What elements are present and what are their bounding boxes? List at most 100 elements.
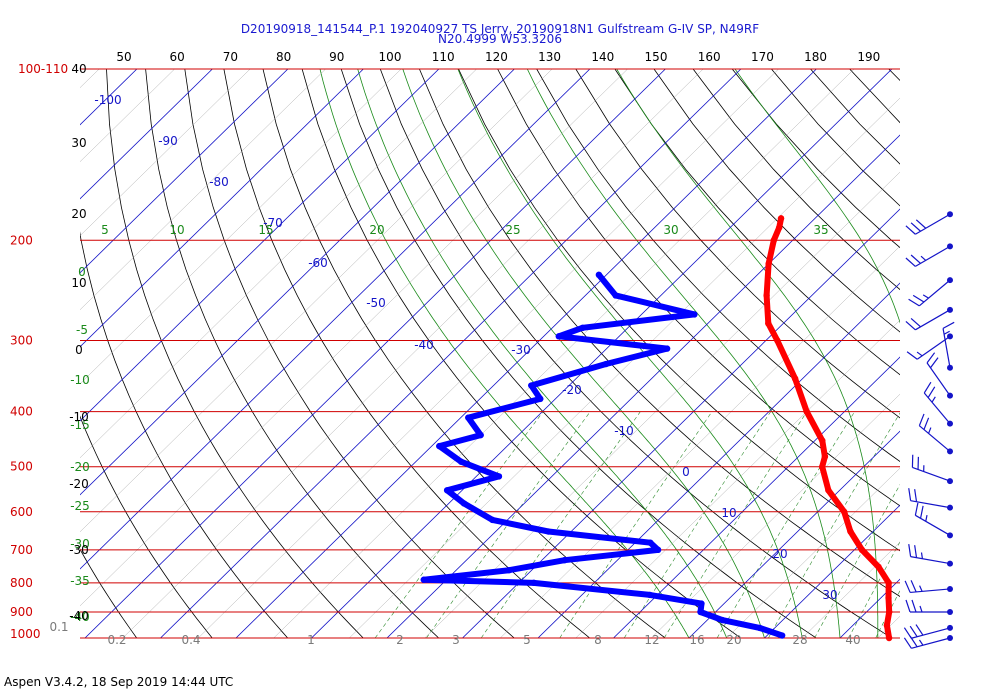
dry-adiabat-label: 25: [505, 223, 520, 237]
wind-barb-staff: [915, 213, 951, 235]
wind-barb-staff: [942, 328, 951, 368]
temperature-point: [885, 634, 893, 642]
wind-barb-flag: [909, 625, 918, 638]
isotherm-line: [160, 69, 742, 638]
mixing-ratio-label: 2: [396, 633, 404, 647]
moist-adiabat-line: [734, 69, 900, 324]
dewpoint-point: [436, 442, 443, 450]
grid-line: [198, 69, 779, 638]
wind-barb-flag: [919, 505, 924, 519]
wind-barb-staff: [910, 556, 951, 565]
mixing-ratio-label: 0.4: [181, 633, 200, 647]
isotherm-line: [688, 430, 900, 638]
temperature-point: [765, 260, 772, 268]
grid-line: [651, 393, 900, 638]
wind-barb-half-flag: [943, 330, 950, 335]
wind-barb-staff: [918, 425, 951, 452]
chart-title-line2: N20.4999 W53.3206: [438, 32, 562, 46]
wind-barb-flag: [914, 545, 918, 558]
mixing-ratio-line: [963, 412, 1000, 638]
moist-adiabat-line: [616, 69, 879, 638]
dry-adiabat-line: [379, 69, 893, 638]
wind-barb-flag: [910, 254, 921, 264]
wind-barb-staff: [910, 500, 951, 509]
temperature-point: [847, 528, 854, 535]
grid-line: [726, 467, 900, 638]
temperature-point: [818, 463, 826, 470]
moist-adiabat-label: 0: [78, 265, 86, 279]
height-label: 20: [71, 207, 86, 221]
dewpoint-point: [756, 624, 763, 632]
mixing-ratio-line: [848, 541, 900, 638]
wind-barb-flag: [912, 294, 925, 303]
temperature-point: [775, 224, 783, 231]
fahrenheit-tick-label: 180: [804, 50, 827, 64]
height-label: 40: [71, 62, 86, 76]
isotherm-line: [991, 69, 1000, 638]
dry-adiabat-line: [810, 69, 900, 165]
temperature-point: [765, 320, 772, 327]
wind-barb: [904, 580, 953, 594]
pressure-label: 700: [10, 543, 33, 557]
temperature-point: [819, 437, 826, 444]
temperature-point: [885, 579, 892, 587]
moist-adiabat-label: -15: [70, 418, 90, 432]
isotherm-line: [80, 69, 364, 348]
wind-barb-flag: [910, 222, 921, 232]
wind-barb-staff: [918, 279, 951, 307]
mixing-ratio-label: 28: [792, 633, 807, 647]
grid-line: [80, 69, 440, 422]
grid-line: [80, 69, 251, 237]
moist-adiabat-label: -35: [70, 574, 90, 588]
mixing-ratio-label: 16: [689, 633, 704, 647]
temperature-point: [883, 622, 891, 629]
dewpoint-point: [595, 271, 603, 279]
wind-barb-half-flag: [919, 605, 923, 613]
dry-adiabat-line: [692, 69, 900, 291]
mixing-ratio-label: 0.1: [49, 620, 68, 634]
height-label: -20: [69, 477, 89, 491]
wind-barb-half-flag: [918, 639, 924, 646]
fahrenheit-tick-label: 120: [485, 50, 508, 64]
moist-adiabat-label: -5: [76, 323, 88, 337]
temperature-point: [777, 215, 785, 222]
fahrenheit-tick-label: 170: [751, 50, 774, 64]
moist-adiabat-line: [457, 69, 803, 638]
dry-adiabat-line: [575, 69, 900, 419]
dewpoint-point: [537, 395, 544, 403]
dry-adiabat-label: 15: [258, 223, 273, 237]
wind-barb-flag: [930, 357, 939, 369]
mixing-ratio-label: 3: [452, 633, 460, 647]
isotherm-label: 30: [822, 588, 837, 602]
fahrenheit-tick-label: 50: [116, 50, 131, 64]
grid-line: [80, 69, 477, 459]
dewpoint-point: [460, 500, 468, 507]
grid-line: [991, 69, 1000, 638]
dry-adiabat-line: [80, 231, 289, 638]
moist-adiabat-line: [402, 69, 765, 638]
isotherm-line: [80, 69, 515, 496]
grid-line: [802, 541, 900, 638]
grid-line: [953, 69, 1000, 638]
isotherm-line: [311, 69, 893, 638]
wind-barb-flag: [908, 298, 920, 307]
mixing-ratio-label: 20: [726, 633, 741, 647]
wind-barb-flag: [923, 381, 932, 394]
height-label: 0: [75, 343, 83, 357]
dry-adiabat-line: [731, 69, 900, 249]
chart-title-line1: D20190918_141544_P.1 192040927 TS Jerry,…: [240, 22, 760, 36]
wind-barb-staff: [926, 362, 951, 396]
wind-barb-staff: [911, 627, 951, 639]
grid-line: [80, 69, 364, 348]
pressure-label: 800: [10, 576, 33, 590]
fahrenheit-tick-label: 150: [645, 50, 668, 64]
fahrenheit-tick-label: 90: [329, 50, 344, 64]
grid-line: [273, 69, 855, 638]
dry-adiabat-line: [80, 415, 213, 638]
temperature-point: [774, 337, 781, 344]
dry-adiabat-line: [614, 69, 900, 376]
isotherm-label: -30: [511, 343, 531, 357]
dewpoint-point: [646, 591, 654, 599]
pressure-label: 300: [10, 333, 33, 347]
dry-adiabat-line: [184, 69, 515, 638]
